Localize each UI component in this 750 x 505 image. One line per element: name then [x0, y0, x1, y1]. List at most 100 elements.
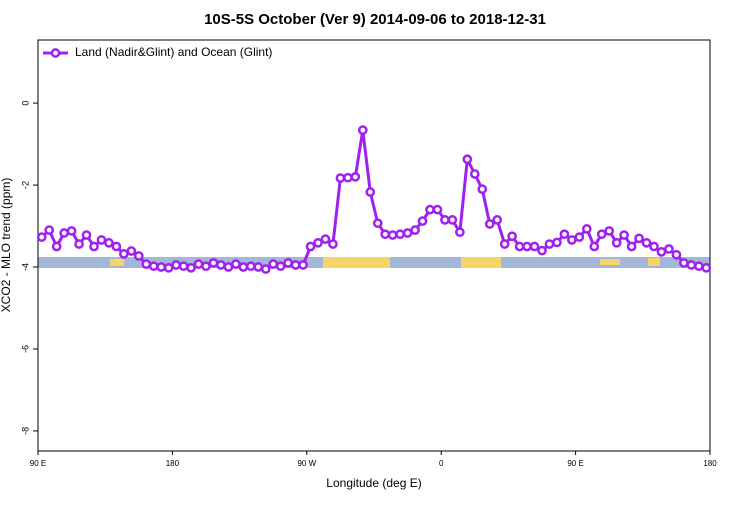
data-point	[619, 230, 629, 240]
data-point	[208, 258, 219, 268]
data-point	[328, 239, 338, 249]
y-tick-label: -2	[20, 181, 30, 189]
data-point	[201, 261, 211, 272]
data-point	[567, 235, 577, 245]
data-point	[395, 229, 405, 240]
data-point	[133, 251, 144, 261]
data-point	[156, 262, 167, 272]
data-point	[604, 226, 615, 236]
data-point	[447, 215, 458, 225]
data-point	[693, 261, 704, 272]
data-point	[410, 225, 420, 235]
x-tick-label: 0	[439, 459, 444, 468]
data-point	[402, 228, 413, 238]
data-point	[260, 264, 271, 274]
x-tick-label: 180	[166, 459, 180, 468]
data-point	[223, 262, 234, 272]
data-point	[96, 235, 107, 245]
data-point	[44, 225, 55, 235]
data-point	[290, 260, 301, 270]
data-point	[126, 246, 137, 256]
data-point	[701, 262, 712, 273]
data-point	[89, 241, 99, 252]
data-point	[425, 204, 435, 215]
data-point	[529, 241, 540, 252]
data-point	[268, 259, 279, 269]
data-point	[656, 247, 667, 257]
legend-label: Land (Nadir&Glint) and Ocean (Glint)	[75, 45, 272, 59]
data-point	[417, 216, 428, 226]
data-point	[111, 241, 122, 252]
data-point	[649, 241, 659, 252]
data-point	[305, 241, 316, 252]
data-point	[574, 232, 585, 242]
data-point	[335, 173, 346, 183]
data-point	[380, 229, 391, 240]
y-tick-label: -4	[20, 263, 30, 271]
data-point	[171, 260, 181, 270]
data-point	[544, 239, 555, 249]
data-point	[186, 262, 196, 273]
data-point	[492, 215, 503, 225]
y-tick-label: -6	[20, 345, 30, 353]
land-strip	[323, 257, 390, 268]
legend-marker	[50, 48, 61, 58]
data-point	[432, 204, 443, 215]
data-point	[596, 229, 607, 240]
data-point	[626, 241, 637, 252]
data-point	[283, 258, 293, 268]
data-point	[634, 233, 644, 244]
data-point	[141, 259, 152, 269]
data-point	[178, 261, 189, 272]
data-point	[231, 259, 241, 269]
data-point	[357, 125, 368, 135]
data-point	[641, 237, 652, 248]
data-point	[559, 229, 570, 240]
data-point	[74, 239, 84, 249]
data-point	[387, 230, 398, 240]
data-point	[537, 245, 547, 256]
data-point	[581, 224, 592, 234]
y-tick-label: 0	[20, 101, 30, 106]
data-point	[477, 184, 488, 195]
data-point	[365, 187, 376, 197]
data-point	[163, 262, 174, 273]
data-point	[343, 172, 353, 183]
x-tick-label: 90 W	[297, 459, 316, 468]
data-point	[320, 234, 331, 244]
data-point	[51, 241, 62, 252]
data-point	[484, 219, 495, 229]
x-axis-label: Longitude (deg E)	[326, 476, 421, 490]
data-point	[499, 239, 510, 249]
data-point	[275, 261, 286, 272]
data-point	[372, 218, 383, 229]
data-point	[104, 237, 114, 248]
data-point	[298, 260, 308, 270]
data-point	[552, 237, 562, 248]
data-point	[589, 241, 600, 252]
data-point	[36, 232, 47, 242]
data-point	[686, 260, 697, 270]
land-strip	[648, 258, 660, 266]
data-point	[462, 154, 473, 165]
data-point	[455, 227, 465, 238]
data-point	[238, 262, 249, 272]
data-point	[440, 215, 450, 225]
y-tick-label: -8	[20, 427, 30, 435]
data-point	[469, 169, 480, 179]
x-tick-label: 90 E	[567, 459, 583, 468]
land-ocean-strip	[38, 257, 710, 268]
land-strip	[461, 257, 501, 268]
x-tick-label: 90 E	[30, 459, 46, 468]
data-point	[350, 172, 361, 182]
x-tick-label: 180	[703, 459, 717, 468]
data-point	[514, 241, 525, 252]
data-point	[671, 249, 682, 260]
data-point	[59, 228, 69, 238]
chart-title: 10S-5S October (Ver 9) 2014-09-06 to 201…	[204, 11, 546, 28]
data-point	[193, 259, 204, 269]
data-point	[253, 262, 264, 272]
data-point	[679, 258, 689, 268]
